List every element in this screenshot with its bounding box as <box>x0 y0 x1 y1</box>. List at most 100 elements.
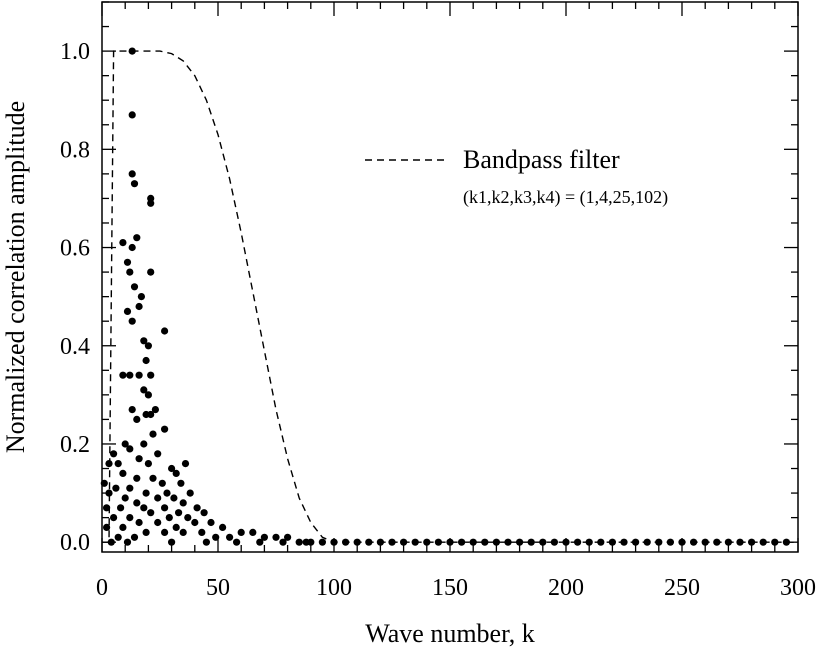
tick-labels: 0 50 100 150 200 250 300 0.0 0.2 0.4 0.6 0.8 1.0 <box>60 39 816 601</box>
x-tick-label: 250 <box>664 575 700 601</box>
data-point <box>353 538 361 546</box>
data-point <box>147 268 155 276</box>
data-point <box>193 504 201 512</box>
x-tick-label: 50 <box>206 575 230 601</box>
data-point <box>140 440 148 448</box>
data-point <box>133 499 141 507</box>
data-point <box>121 494 129 502</box>
data-point <box>207 518 215 527</box>
data-point <box>110 450 118 458</box>
data-point <box>128 406 136 414</box>
data-point <box>469 538 477 546</box>
data-point <box>233 538 241 546</box>
data-point <box>133 234 141 242</box>
data-point <box>608 538 617 546</box>
data-point <box>690 538 698 546</box>
data-point <box>128 47 136 55</box>
data-point <box>114 533 122 541</box>
data-point <box>759 538 767 546</box>
data-point <box>126 268 134 276</box>
data-point <box>550 538 559 546</box>
data-point <box>149 474 157 482</box>
y-tick-label: 0.6 <box>60 236 90 262</box>
data-point <box>736 538 744 546</box>
data-point <box>110 514 118 522</box>
data-point <box>272 533 280 541</box>
data-point <box>597 538 605 546</box>
data-point <box>147 371 155 379</box>
data-point <box>135 371 143 379</box>
data-point <box>135 518 143 527</box>
data-point <box>126 484 134 492</box>
data-point <box>678 538 686 546</box>
data-point <box>198 528 206 537</box>
data-point <box>279 538 287 546</box>
data-point <box>121 440 129 448</box>
data-point <box>168 538 176 546</box>
data-point <box>620 538 628 546</box>
data-point <box>119 469 127 477</box>
ticks <box>101 1 799 552</box>
data-point <box>158 479 166 487</box>
data-point <box>748 538 756 546</box>
data-point <box>123 258 132 266</box>
y-tick-label: 0.0 <box>60 530 90 556</box>
data-point <box>123 307 132 315</box>
data-point <box>237 528 245 537</box>
data-point <box>126 371 134 379</box>
x-tick-label: 200 <box>548 575 584 601</box>
data-point <box>107 538 115 546</box>
data-point <box>105 460 113 468</box>
data-point <box>574 538 582 546</box>
data-point <box>400 538 408 546</box>
data-point <box>126 514 134 522</box>
data-point <box>202 538 210 546</box>
data-point <box>128 317 136 325</box>
plot-frame <box>101 1 799 553</box>
data-point <box>212 533 220 541</box>
data-point <box>103 523 111 532</box>
data-point <box>175 509 183 517</box>
y-tick-label: 0.2 <box>60 432 90 458</box>
data-point <box>140 386 148 394</box>
data-point <box>130 533 139 541</box>
data-point <box>186 489 194 497</box>
data-point <box>724 538 733 546</box>
data-point <box>365 538 373 546</box>
legend-label: Bandpass filter <box>463 145 620 174</box>
y-tick-label: 0.4 <box>60 334 90 360</box>
y-tick-label: 0.8 <box>60 137 90 163</box>
data-point <box>423 538 431 546</box>
data-point <box>140 337 148 345</box>
data-point <box>302 538 310 546</box>
data-point <box>119 523 127 532</box>
data-point <box>142 528 150 537</box>
data-point <box>144 391 152 399</box>
data-point <box>140 504 148 512</box>
data-point <box>256 538 264 546</box>
data-point <box>177 479 185 487</box>
data-point <box>170 494 178 502</box>
data-point <box>161 528 169 537</box>
data-point <box>126 445 134 453</box>
data-point <box>179 499 187 507</box>
data-point <box>135 455 143 463</box>
data-point <box>147 199 155 207</box>
data-point <box>411 538 419 546</box>
data-point <box>144 460 152 468</box>
data-point <box>458 538 466 546</box>
x-axis-label: Wave number, k <box>365 619 534 648</box>
y-axis-label: Normalized correlation amplitude <box>1 101 30 453</box>
data-point <box>446 538 454 546</box>
data-point <box>539 538 547 546</box>
data-point <box>492 538 500 546</box>
data-point <box>585 538 593 546</box>
data-point <box>144 342 152 350</box>
data-point <box>184 514 192 522</box>
data-point <box>168 464 176 473</box>
data-point <box>481 538 489 546</box>
data-point <box>128 170 136 178</box>
bandpass-filter-line <box>102 50 798 543</box>
data-point <box>771 538 779 546</box>
data-point <box>713 538 721 546</box>
